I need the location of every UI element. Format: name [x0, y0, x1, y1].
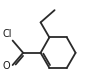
Text: Cl: Cl [2, 29, 12, 39]
Text: O: O [3, 61, 11, 71]
